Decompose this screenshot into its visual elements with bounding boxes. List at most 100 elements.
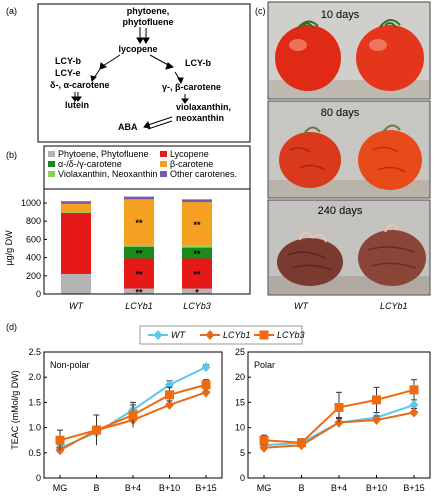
data-point <box>372 415 381 426</box>
bar-segment <box>182 245 212 248</box>
bar-plot-frame <box>43 145 251 295</box>
data-point <box>259 330 269 340</box>
legend-label: LCYb3 <box>277 330 305 340</box>
tomato-lcyb1 <box>356 25 424 91</box>
bar-segment <box>182 199 212 203</box>
tomato-wt <box>279 132 341 188</box>
panel-c: (c) 10 days 80 days <box>255 1 431 311</box>
bar-segment <box>124 288 154 294</box>
pathway-left-enzyme-1: LCY-b <box>55 56 82 66</box>
data-point <box>55 435 65 445</box>
legend-swatch <box>160 171 167 177</box>
x-tick-label: WT <box>69 301 84 311</box>
bar-segment <box>61 273 91 294</box>
bar-segment <box>182 288 212 294</box>
y-tick-label: 1000 <box>21 198 41 208</box>
pathway-arrows <box>71 27 189 130</box>
arrow-right-icon <box>149 54 171 67</box>
bar-segment <box>124 246 154 259</box>
data-point <box>201 380 211 390</box>
pathway-box <box>37 3 251 143</box>
x-tick-label: B+10 <box>366 483 387 493</box>
data-point <box>409 385 419 395</box>
calyx-icon <box>303 126 321 135</box>
bar-segment <box>182 258 212 289</box>
wrinkle-icon <box>289 147 326 171</box>
y-tick-label: 2.5 <box>28 347 41 357</box>
panel-a: (a) phytoene, phytofluene lycopene LCY-b… <box>6 3 251 143</box>
y-tick-label: 15 <box>235 397 245 407</box>
photo-label-80-days: 80 days <box>321 107 360 119</box>
x-tick-label: LCYb1 <box>125 301 153 311</box>
arrowhead-icon <box>136 37 144 44</box>
data-point <box>201 362 211 373</box>
legend-swatch <box>48 161 55 167</box>
bar-legend-box <box>43 145 251 190</box>
pathway-right-enzyme: LCY-b <box>185 58 212 68</box>
calyx-icon <box>299 231 327 243</box>
tomato-wt <box>275 25 341 91</box>
significance-label: ** <box>135 270 143 280</box>
y-tick-label: 5 <box>240 448 245 458</box>
data-point <box>153 330 163 340</box>
significance-label: * <box>195 287 199 297</box>
pathway-lycopene: lycopene <box>118 44 157 54</box>
tomato-lcyb1 <box>358 130 422 190</box>
panel-c-label: (c) <box>255 6 266 16</box>
legend-label: Phytoene, Phytofluene <box>58 149 149 159</box>
bar-ylabel: µg/g DW <box>4 230 14 266</box>
tomato-lcyb1 <box>358 230 426 286</box>
data-point <box>92 425 101 435</box>
bar-axes: 0 200 400 600 800 1000 <box>21 198 47 299</box>
y-tick-label: 800 <box>26 216 41 226</box>
bar-segment <box>124 199 154 245</box>
legend-label: Other carotenes. <box>170 169 237 179</box>
photo-240-days: 240 days <box>267 199 431 296</box>
pathway-lutein: lutein <box>65 100 89 110</box>
x-tick-label: MG <box>53 483 68 493</box>
pathway-aba: ABA <box>118 122 138 132</box>
calyx-icon <box>384 223 399 233</box>
x-tick-label: LCYb3 <box>183 301 211 311</box>
photo-bottom-label-wt: WT <box>294 301 309 311</box>
line-legend: WT LCYb1 LCYb3 <box>139 325 305 345</box>
arrowhead-icon <box>99 62 108 70</box>
data-point <box>259 435 269 445</box>
x-tick-label: B <box>298 483 304 493</box>
pathway-violaxanthin: violaxanthin, <box>176 102 231 112</box>
x-tick-label: B <box>93 483 99 493</box>
panel-d: (d) WT LCYb1 LCYb3 TEAC (mMol/g DW) Non-po… <box>6 322 431 493</box>
photo-bottom-label-lcyb1: LCYb1 <box>380 301 408 311</box>
data-point <box>165 390 174 400</box>
wrinkle-icon <box>367 246 417 269</box>
y-tick-label: 2.0 <box>28 372 41 382</box>
y-tick-label: 0 <box>36 289 41 299</box>
arrowhead-icon <box>90 75 98 83</box>
x-tick-label: B+15 <box>403 483 424 493</box>
photo-80-days: 80 days <box>267 100 431 199</box>
y-tick-label: 600 <box>26 234 41 244</box>
photo-label-10-days: 10 days <box>321 9 360 21</box>
arrowhead-icon <box>74 96 82 102</box>
x-tick-label: B+15 <box>195 483 216 493</box>
wrinkle-icon <box>371 146 406 173</box>
legend-swatch <box>160 151 167 157</box>
data-point <box>409 407 419 418</box>
chart-title: Polar <box>254 360 275 370</box>
calyx-icon <box>379 19 401 29</box>
data-point <box>205 330 215 340</box>
panel-a-label: (a) <box>6 6 17 16</box>
data-point <box>128 410 138 420</box>
pathway-right-product: γ-, β-carotene <box>162 82 221 92</box>
arrowhead-icon <box>142 37 150 44</box>
data-point <box>201 387 211 398</box>
x-tick-label: B+4 <box>125 483 141 493</box>
line-chart-polar: Polar 0 5 10 15 20 25 MG B B+4 B+10 B+15 <box>235 347 431 493</box>
legend-swatch <box>160 161 167 167</box>
pathway-left-enzyme-2: LCY-e <box>55 68 81 78</box>
bar-legend: Phytoene, Phytoflueneα-/δ-/γ-caroteneVio… <box>48 149 237 179</box>
arrowhead-icon <box>165 62 175 70</box>
significance-label: ** <box>193 220 201 230</box>
panel-b: (b) Phytoene, Phytoflueneα-/δ-/γ-caroten… <box>4 145 251 311</box>
data-point <box>372 395 381 405</box>
